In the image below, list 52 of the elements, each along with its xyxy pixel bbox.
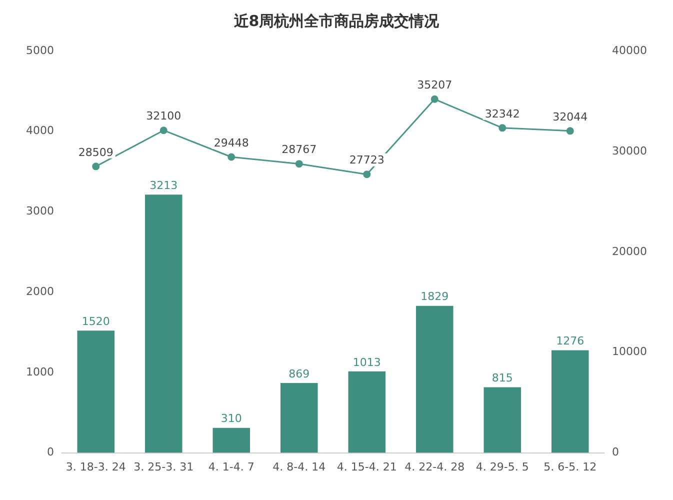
point (228, 153, 236, 161)
x-tick-label: 5. 6-5. 12 (544, 460, 597, 474)
data-label: 32044 (552, 110, 588, 124)
point (430, 95, 438, 103)
chart-title: 近8周杭州全市商品房成交情况 (232, 12, 440, 30)
x-tick-label: 3. 25-3. 31 (134, 460, 194, 474)
y2-tick-label: 20000 (612, 244, 648, 258)
data-label: 869 (288, 367, 310, 380)
bar (552, 350, 589, 453)
data-label: 1829 (420, 290, 449, 304)
data-label: 815 (492, 372, 513, 385)
point (160, 126, 168, 134)
y2-tick-label: 40000 (612, 44, 648, 57)
data-label: 28767 (282, 143, 317, 156)
data-label: 27723 (349, 154, 384, 167)
bar (144, 194, 182, 453)
x-tick-label: 4. 1-4. 7 (208, 460, 254, 474)
data-label: 32100 (146, 110, 182, 123)
data-label: 310 (220, 412, 242, 426)
bar (280, 382, 318, 453)
y-tick-label: 4000 (26, 124, 54, 138)
y2-tick-label: 10000 (612, 345, 648, 358)
bar (484, 387, 522, 453)
x-tick-label: 4. 15-4. 21 (336, 460, 397, 474)
y-tick-label: 3000 (26, 204, 54, 218)
data-label: 29448 (214, 136, 249, 150)
point (566, 127, 574, 135)
x-tick-label: 4. 8-4. 14 (272, 460, 326, 474)
data-label: 32342 (484, 107, 520, 120)
y2-tick-label: 0 (612, 446, 620, 459)
x-tick-label: 4. 22-4. 28 (404, 460, 465, 474)
data-label: 1276 (556, 334, 584, 348)
data-label: 28509 (78, 146, 114, 159)
y2-tick-label: 30000 (612, 144, 648, 158)
y-tick-label: 0 (46, 446, 54, 459)
data-label: 1520 (82, 315, 110, 328)
point (363, 170, 371, 178)
point (295, 160, 303, 168)
point (92, 162, 100, 170)
bar (348, 371, 386, 453)
y-tick-label: 5000 (26, 44, 54, 57)
data-label: 1013 (352, 356, 381, 369)
bar (77, 330, 114, 453)
y-tick-label: 1000 (26, 365, 54, 378)
x-tick-label: 4. 29-5. 5 (476, 460, 529, 474)
data-label: 35207 (417, 78, 452, 92)
bar (212, 428, 250, 453)
data-label: 3213 (150, 178, 178, 192)
bar (416, 306, 454, 453)
point (498, 124, 506, 132)
x-tick-label: 3. 18-3. 24 (66, 460, 126, 474)
y-tick-label: 2000 (26, 284, 54, 298)
